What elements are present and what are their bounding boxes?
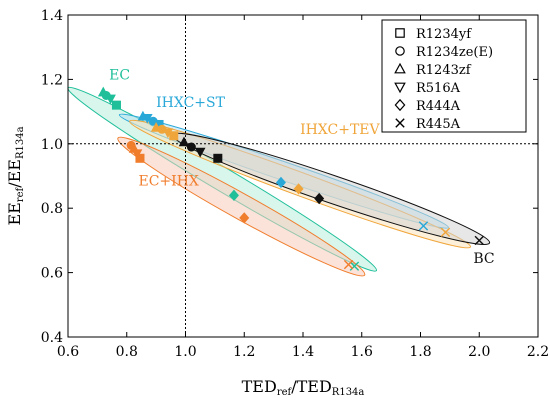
x-tick-label: 0.8	[116, 344, 138, 360]
x-axis-label: TEDref/TEDR134a	[242, 377, 365, 398]
x-tick-label: 1.0	[174, 344, 196, 360]
x-tick-label: 2.0	[468, 344, 490, 360]
point-ec-r1234yf	[111, 100, 121, 110]
y-tick-label: 0.6	[41, 266, 63, 282]
group-label-ihxc-tev: IHXC+TEV	[300, 122, 380, 138]
group-ellipses	[67, 86, 491, 277]
ellipse-ec-ihx	[117, 136, 366, 277]
legend-box	[381, 19, 527, 133]
point-bc-r516a	[194, 147, 206, 158]
x-tick-label: 1.2	[233, 344, 255, 360]
point-ihxc-tev-r445a	[440, 227, 451, 238]
y-tick-label: 1.0	[41, 137, 63, 153]
point-ec-r516a	[105, 94, 116, 105]
data-points	[97, 86, 484, 271]
legend-marker-r1243zf	[394, 62, 406, 74]
point-bc-r1234yf	[213, 153, 223, 163]
point-ec-r445a	[349, 261, 360, 271]
legend-label-r445a: R445A	[416, 117, 461, 132]
legend-label-r516a: R516A	[416, 81, 461, 96]
x-tick-label: 1.4	[292, 344, 314, 360]
point-ec-ihx-r444a	[239, 212, 250, 224]
legend: R1234yf R1234ze(E) R1243zf R516A R444A R445A	[381, 19, 527, 133]
point-ihxc-tev-r444a	[293, 183, 304, 195]
group-labels: EC IHXC+ST IHXC+TEV EC+IHX BC	[109, 67, 495, 267]
group-label-ihxc-st: IHXC+ST	[156, 95, 225, 111]
point-bc-r1243zf	[178, 136, 190, 147]
legend-label-r1234ze-e: R1234ze(E)	[416, 45, 493, 60]
point-ihxc-tev-r1234yf	[169, 131, 179, 141]
legend-label-r1234yf: R1234yf	[416, 27, 472, 42]
point-bc-r444a	[314, 192, 325, 205]
x-tick-label: 1.8	[409, 344, 431, 360]
y-tick-label: 0.4	[41, 330, 63, 346]
point-ihxc-st-r445a	[418, 221, 429, 231]
legend-marker-r1234yf	[395, 28, 405, 38]
group-label-bc: BC	[473, 251, 494, 267]
y-tick-label: 0.8	[41, 201, 63, 217]
legend-marker-r516a	[394, 82, 406, 94]
point-ec-ihx-r445a	[343, 259, 354, 270]
legend-label-r444a: R444A	[416, 99, 461, 114]
point-bc-r445a	[474, 235, 484, 246]
reference-lines	[68, 15, 538, 337]
legend-marker-r445a	[395, 118, 405, 128]
y-axis-label: EEref/EER134a	[5, 126, 26, 225]
legend-marker-r444a	[394, 98, 406, 112]
group-label-ec-ihx: EC+IHX	[139, 174, 199, 190]
x-tick-label: 0.6	[57, 344, 79, 360]
y-tick-label: 1.4	[41, 8, 63, 24]
legend-label-r1243zf: R1243zf	[416, 63, 472, 78]
x-tick-label: 2.2	[527, 344, 549, 360]
group-label-ec: EC	[109, 67, 130, 83]
point-ec-ihx-r1234yf	[135, 153, 145, 163]
axis-ticks: 0.6 0.8 1.0 1.2 1.4 1.6 1.8 2.0 2.20.40.60.81.01…	[41, 8, 549, 360]
x-tick-label: 1.6	[351, 344, 373, 360]
point-bc-r1234ze-e	[186, 142, 196, 152]
point-ec-r444a	[228, 189, 239, 201]
legend-marker-r1234ze-e	[395, 46, 405, 56]
y-tick-label: 1.2	[41, 72, 63, 88]
point-ihxc-st-r444a	[275, 176, 286, 189]
